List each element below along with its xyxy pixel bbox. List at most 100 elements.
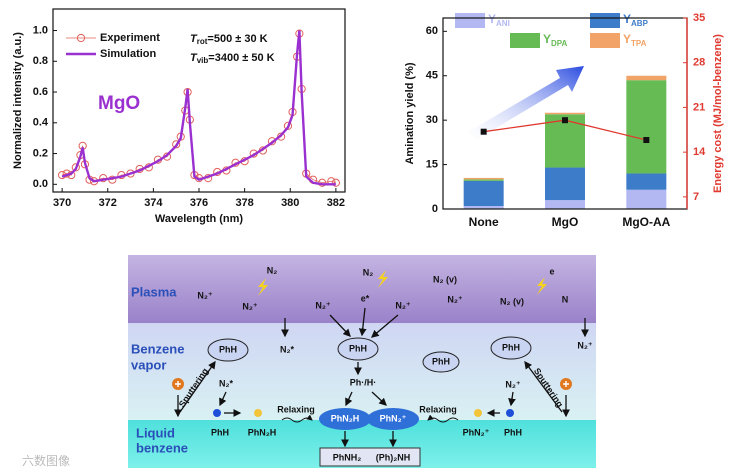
- lightning-bolt: [258, 278, 268, 296]
- bar-segment: [545, 167, 585, 201]
- y-tick-label: 0.4: [33, 117, 49, 129]
- arrow: [219, 391, 227, 407]
- species-label: PhH: [211, 427, 229, 437]
- x-tick-label: 376: [190, 197, 208, 209]
- x-tick-label: 370: [53, 197, 71, 209]
- y2-tick-label: 28: [693, 57, 705, 69]
- bar-segment: [463, 179, 504, 181]
- species-label: N₂⁺: [447, 294, 462, 304]
- annotation-text: =500 ± 30 K: [207, 33, 267, 45]
- diagram: [128, 255, 596, 468]
- legend-swatch: [455, 13, 485, 28]
- zone-label: vapor: [131, 357, 166, 372]
- species-label: N₂: [267, 265, 278, 275]
- x-tick-label: 382: [327, 197, 345, 209]
- x-tick-label: None: [469, 215, 499, 229]
- species-label: N₂: [363, 267, 374, 277]
- bar-segment: [545, 112, 585, 115]
- y-axis-label: Amination yield (%): [404, 62, 416, 164]
- arrows: [174, 307, 589, 448]
- energy-point: [643, 137, 650, 144]
- bar-segment: [463, 206, 504, 209]
- energy-point: [562, 117, 568, 124]
- species-label: N₂⁺: [242, 301, 257, 311]
- species-label: (Ph)₂NH: [376, 452, 411, 462]
- y2-tick-label: 21: [693, 101, 705, 113]
- legend-label: YABP: [623, 12, 649, 28]
- arrow: [508, 391, 516, 407]
- phh-ellipse: [207, 338, 249, 362]
- y-tick-label: 0.8: [33, 55, 48, 67]
- phn2-ellipse: [367, 408, 419, 430]
- y2-axis-label: Energy cost (MJ/mol-benzene): [712, 34, 724, 193]
- species-label: N₂*: [219, 378, 233, 388]
- species-label: N₂⁺: [315, 300, 330, 310]
- arrow: [179, 360, 216, 413]
- data-point: [283, 121, 293, 130]
- species-label: PhH: [219, 344, 237, 354]
- legend-label: YANI: [488, 12, 510, 28]
- arrow: [524, 360, 563, 413]
- data-point: [331, 178, 340, 187]
- species-label: PhH: [432, 356, 450, 366]
- species-label: N₂⁺: [197, 290, 212, 300]
- electron-dot: [213, 409, 221, 417]
- legend-name: Y: [623, 32, 631, 46]
- legend-sub: ABP: [631, 19, 649, 28]
- arrow: [358, 307, 367, 337]
- bar-segment: [545, 200, 585, 209]
- legend-sub: TPA: [631, 39, 647, 48]
- arrow: [371, 314, 399, 338]
- legend-swatch: [510, 33, 540, 48]
- plus-sign: [175, 381, 569, 387]
- plasma-zone: [128, 255, 596, 323]
- x-tick-label: 378: [235, 197, 253, 209]
- y-tick-label: 0.0: [33, 178, 48, 190]
- lightning-bolt: [537, 277, 547, 295]
- arrow: [329, 314, 351, 337]
- x-tick-label: 372: [99, 197, 117, 209]
- species-label: N₂⁺: [505, 379, 520, 389]
- species-label: N: [562, 294, 569, 304]
- annotation-text: =3400 ± 50 K: [208, 52, 274, 64]
- zone-label: benzene: [136, 440, 188, 455]
- species-label: N₂ (v): [433, 274, 457, 284]
- y-tick-label: 60: [426, 25, 438, 37]
- species-label: N₂⁺: [395, 300, 410, 310]
- species-label: Ph·/H·: [350, 377, 377, 387]
- annotation-symbol: T: [190, 33, 198, 45]
- legend-marker: [76, 33, 86, 43]
- phh-ellipse: [422, 351, 460, 373]
- bar-segment: [626, 80, 667, 174]
- y-tick-label: 0.2: [33, 147, 48, 159]
- species-label: PhH: [502, 342, 520, 352]
- data-point: [172, 140, 181, 149]
- arrow: [371, 391, 387, 406]
- phn2h-ellipse: [319, 408, 371, 430]
- x-tick-label: 380: [281, 197, 299, 209]
- species-label: N₂ (v): [500, 296, 524, 306]
- lightning-bolt: [378, 270, 388, 288]
- legend-name: Y: [623, 12, 631, 26]
- species-label: e*: [361, 293, 370, 303]
- zone-label: Benzene: [131, 341, 184, 356]
- species-label: PhN₂⁺: [463, 427, 490, 437]
- molecule-dot: [474, 409, 482, 417]
- arrow: [345, 391, 353, 407]
- y-tick-label: 0: [432, 203, 438, 215]
- species-label: Relaxing: [419, 404, 457, 414]
- product-box: [319, 447, 421, 467]
- x-axis-label: Wavelength (nm): [155, 213, 244, 225]
- species-label: PhH: [504, 427, 522, 437]
- phh-ellipse: [490, 336, 532, 360]
- y-tick-label: 0.6: [33, 86, 48, 98]
- zone-label: Liquid: [136, 425, 175, 440]
- legend-sub: ANI: [496, 19, 510, 28]
- bar-segment: [626, 173, 667, 190]
- data-point: [71, 163, 80, 172]
- lightning: [258, 270, 547, 296]
- zone-label: Plasma: [131, 284, 177, 299]
- phh-ellipse: [337, 337, 379, 361]
- y-tick-label: 1.0: [33, 24, 48, 36]
